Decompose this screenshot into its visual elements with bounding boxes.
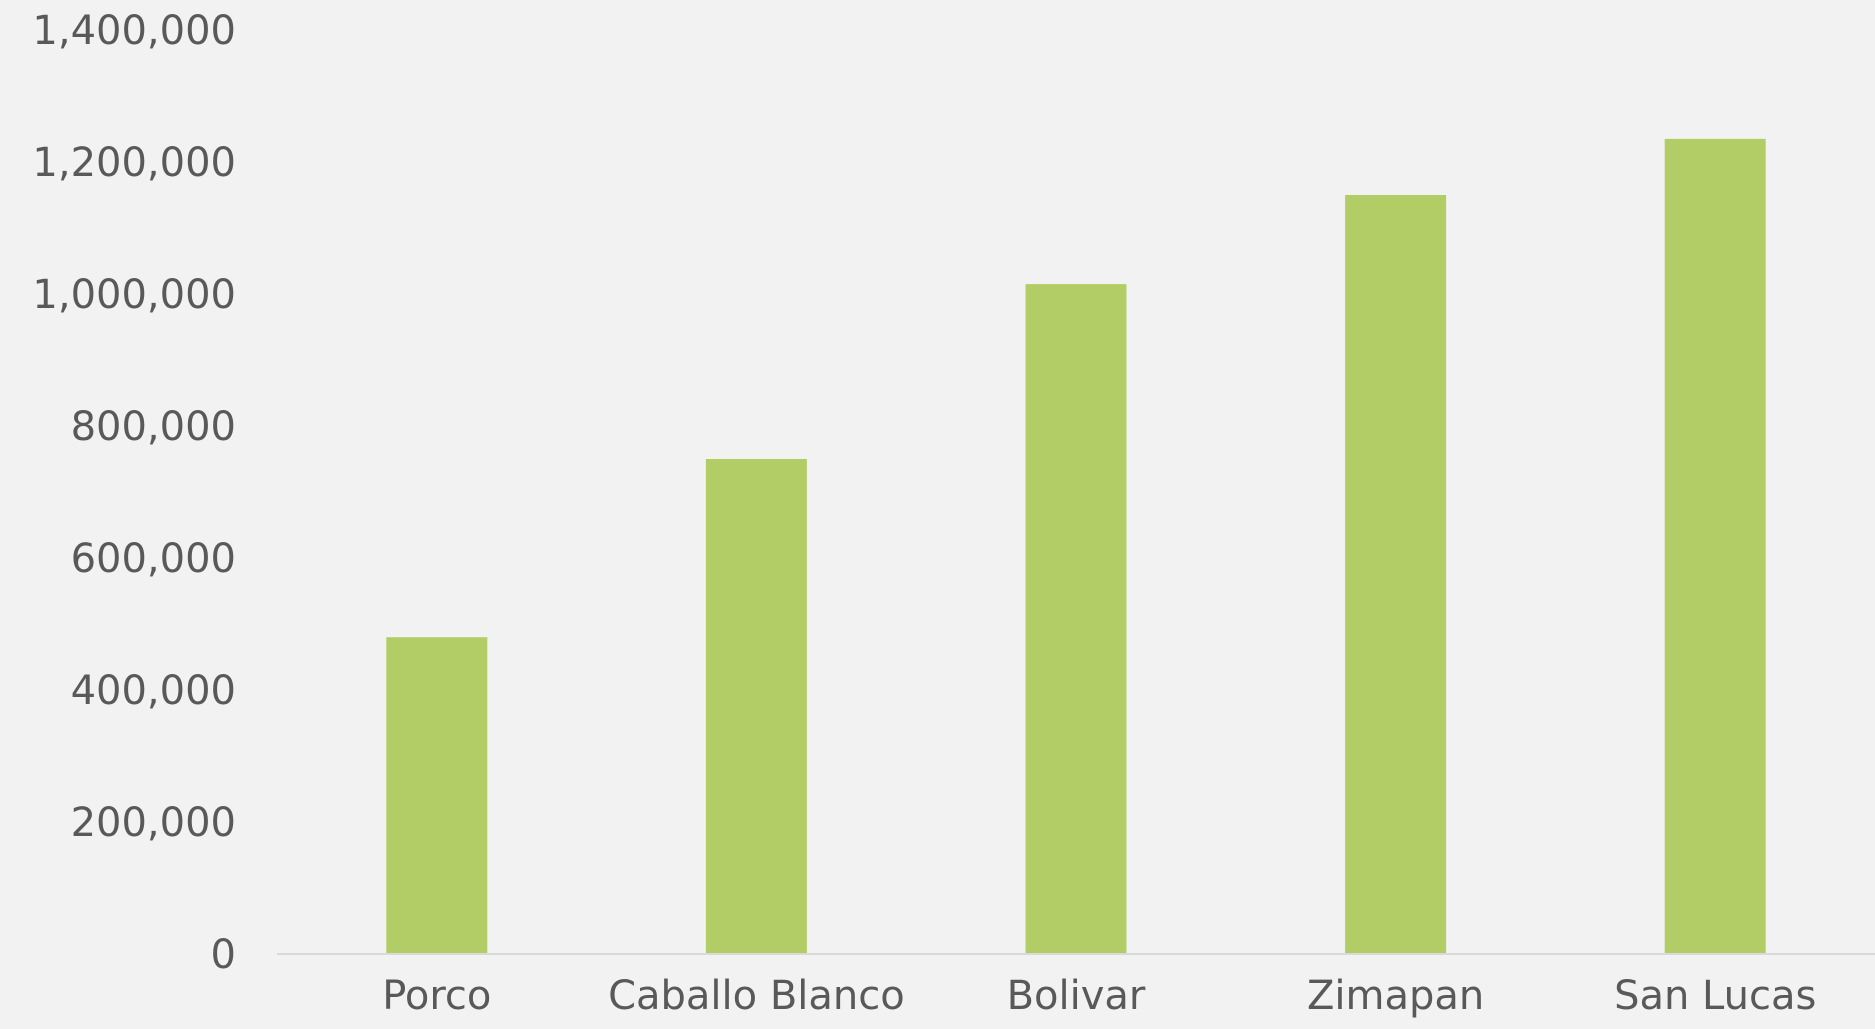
y-tick-label: 800,000 — [71, 404, 236, 450]
x-category-label: Porco — [382, 973, 491, 1019]
x-category-label: San Lucas — [1614, 973, 1816, 1019]
y-tick-label: 0 — [211, 932, 236, 978]
bar-bolivar — [1025, 284, 1127, 955]
y-tick-label: 200,000 — [71, 800, 236, 846]
x-category-label: Bolivar — [1007, 973, 1146, 1019]
y-tick-label: 1,000,000 — [32, 272, 236, 318]
bar-zimapan — [1345, 195, 1447, 954]
y-tick-label: 400,000 — [71, 668, 236, 714]
x-axis-category-labels: Porco Caballo Blanco Bolivar Zimapan San Luc… — [382, 973, 1816, 1019]
x-category-label: Caballo Blanco — [608, 973, 905, 1019]
y-tick-label: 1,400,000 — [32, 8, 236, 54]
bar-series — [386, 138, 1766, 955]
bar-porco — [386, 637, 488, 954]
bar-san-lucas — [1664, 138, 1766, 954]
y-tick-label: 600,000 — [71, 536, 236, 582]
y-tick-label: 1,200,000 — [32, 140, 236, 186]
x-category-label: Zimapan — [1307, 973, 1484, 1019]
bar-caballo-blanco — [705, 459, 807, 954]
y-axis-tick-labels: 0 200,000 400,000 600,000 800,000 1,000,000 1,… — [32, 8, 236, 978]
